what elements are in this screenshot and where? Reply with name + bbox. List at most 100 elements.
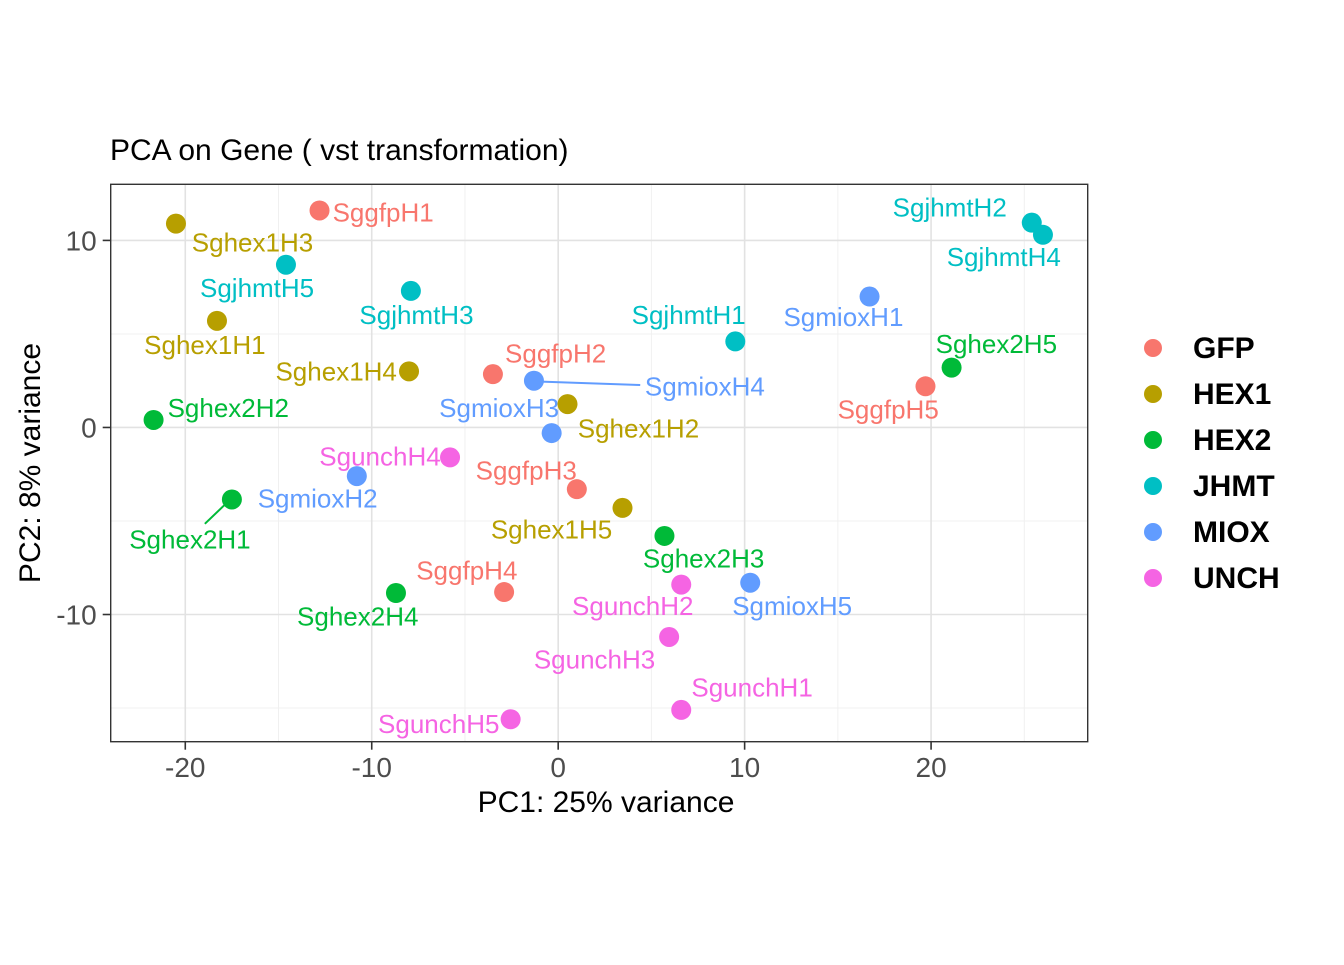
legend-swatch-HEX1 <box>1144 385 1162 403</box>
data-point-SggfpH5 <box>915 376 936 397</box>
data-point-Sghex2H4 <box>385 582 406 603</box>
legend-label-HEX1: HEX1 <box>1193 378 1271 411</box>
data-point-Sghex2H3 <box>654 525 675 546</box>
sample-label-Sghex2H3: Sghex2H3 <box>643 543 764 573</box>
data-point-SgjhmtH4 <box>1032 224 1053 245</box>
sample-label-SggfpH5: SggfpH5 <box>838 395 939 425</box>
sample-label-SggfpH1: SggfpH1 <box>333 197 434 227</box>
data-point-Sghex2H1 <box>221 489 242 510</box>
plot-panel <box>110 184 1088 742</box>
sample-label-Sghex2H2: Sghex2H2 <box>168 393 289 423</box>
sample-label-SgunchH1: SgunchH1 <box>691 672 812 702</box>
sample-label-SgjhmtH2: SgjhmtH2 <box>893 193 1007 223</box>
sample-label-SggfpH3: SggfpH3 <box>476 455 577 485</box>
chart-title: PCA on Gene ( vst transformation) <box>110 134 569 167</box>
data-point-SgunchH5 <box>500 709 521 730</box>
sample-label-SgjhmtH5: SgjhmtH5 <box>200 273 314 303</box>
sample-label-Sghex1H4: Sghex1H4 <box>275 356 396 386</box>
sample-label-SgunchH2: SgunchH2 <box>572 591 693 621</box>
x-tick-label: 20 <box>916 752 947 783</box>
data-point-SgmioxH5 <box>740 572 761 593</box>
legend: GFP HEX1 HEX2 JHMT MIOX UNCH <box>1144 332 1280 595</box>
gridlines-minor <box>110 184 1088 742</box>
sample-label-SgjhmtH1: SgjhmtH1 <box>632 300 746 330</box>
data-point-SgunchH4 <box>440 447 461 468</box>
sample-label-Sghex1H5: Sghex1H5 <box>491 514 612 544</box>
x-tick-label: -20 <box>165 752 205 783</box>
legend-label-HEX2: HEX2 <box>1193 424 1271 457</box>
x-axis-title: PC1: 25% variance <box>478 786 735 819</box>
legend-item-HEX1: HEX1 <box>1144 378 1271 411</box>
legend-item-MIOX: MIOX <box>1144 516 1270 549</box>
sample-label-SggfpH4: SggfpH4 <box>416 556 517 586</box>
sample-label-Sghex2H5: Sghex2H5 <box>936 329 1057 359</box>
legend-label-MIOX: MIOX <box>1193 516 1270 549</box>
legend-item-JHMT: JHMT <box>1144 470 1275 503</box>
data-point-SgjhmtH5 <box>275 254 296 275</box>
data-point-SggfpH1 <box>309 200 330 221</box>
sample-label-SgmioxH5: SgmioxH5 <box>732 591 852 621</box>
data-point-SggfpH4 <box>494 582 515 603</box>
data-point-SgmioxH1 <box>859 286 880 307</box>
sample-label-Sghex1H2: Sghex1H2 <box>578 413 699 443</box>
sample-label-SgunchH3: SgunchH3 <box>534 644 655 674</box>
sample-label-SggfpH2: SggfpH2 <box>505 339 606 369</box>
sample-label-SgmioxH1: SgmioxH1 <box>783 302 903 332</box>
legend-item-UNCH: UNCH <box>1144 562 1280 595</box>
sample-label-SgjhmtH4: SgjhmtH4 <box>947 242 1061 272</box>
legend-label-UNCH: UNCH <box>1193 562 1280 595</box>
data-point-Sghex2H2 <box>143 409 164 430</box>
legend-swatch-MIOX <box>1144 523 1162 541</box>
y-tick-label: -10 <box>56 600 96 631</box>
legend-swatch-HEX2 <box>1144 431 1162 449</box>
data-point-SgjhmtH1 <box>725 331 746 352</box>
data-point-Sghex1H1 <box>206 310 227 331</box>
sample-label-Sghex2H4: Sghex2H4 <box>297 601 418 631</box>
data-point-SgunchH3 <box>659 626 680 647</box>
data-point-SgunchH1 <box>671 699 692 720</box>
sample-label-Sghex1H3: Sghex1H3 <box>192 227 313 257</box>
legend-label-JHMT: JHMT <box>1193 470 1275 503</box>
y-axis-title: PC2: 8% variance <box>14 343 47 583</box>
x-tick-label: 0 <box>550 752 566 783</box>
data-point-SggfpH2 <box>482 364 503 385</box>
data-point-SgmioxH4 <box>523 370 544 391</box>
data-point-SgmioxH2 <box>346 466 367 487</box>
data-point-Sghex1H2 <box>557 394 578 415</box>
y-tick-label: 10 <box>66 225 97 256</box>
label-leader-lines <box>204 380 641 525</box>
x-tick-label: -10 <box>351 752 391 783</box>
sample-label-SgjhmtH3: SgjhmtH3 <box>359 300 473 330</box>
sample-labels: SggfpH1 SggfpH2 SggfpH3 SggfpH4 SggfpH5 Sghex… <box>129 193 1061 739</box>
sample-label-SgmioxH2: SgmioxH2 <box>258 484 378 514</box>
legend-swatch-UNCH <box>1144 569 1162 587</box>
legend-item-GFP: GFP <box>1144 332 1255 365</box>
axis-tick-labels: -20 -10 0 10 20 10 0 -10 <box>56 225 946 783</box>
data-point-SgjhmtH3 <box>400 280 421 301</box>
sample-label-SgunchH5: SgunchH5 <box>378 709 499 739</box>
sample-label-Sghex2H1: Sghex2H1 <box>129 525 250 555</box>
y-tick-label: 0 <box>81 412 97 443</box>
legend-swatch-GFP <box>1144 339 1162 357</box>
x-tick-label: 10 <box>729 752 760 783</box>
sample-label-SgunchH4: SgunchH4 <box>319 441 440 471</box>
sample-label-SgmioxH3: SgmioxH3 <box>439 393 559 423</box>
legend-item-HEX2: HEX2 <box>1144 424 1271 457</box>
data-point-Sghex1H5 <box>612 497 633 518</box>
sample-label-Sghex1H1: Sghex1H1 <box>144 330 265 360</box>
data-point-Sghex1H4 <box>399 361 420 382</box>
data-point-SgunchH2 <box>671 574 692 595</box>
data-point-Sghex2H5 <box>941 357 962 378</box>
leader-line-SgmioxH4 <box>541 380 641 387</box>
data-point-SgmioxH3 <box>541 423 562 444</box>
legend-label-GFP: GFP <box>1193 332 1255 365</box>
gridlines-major <box>110 184 1088 742</box>
data-points <box>143 200 1053 730</box>
panel-border <box>109 183 1089 743</box>
legend-swatch-JHMT <box>1144 477 1162 495</box>
axis-ticks <box>102 239 932 750</box>
leader-line-Sghex2H1 <box>204 504 226 525</box>
sample-label-SgmioxH4: SgmioxH4 <box>645 371 765 401</box>
